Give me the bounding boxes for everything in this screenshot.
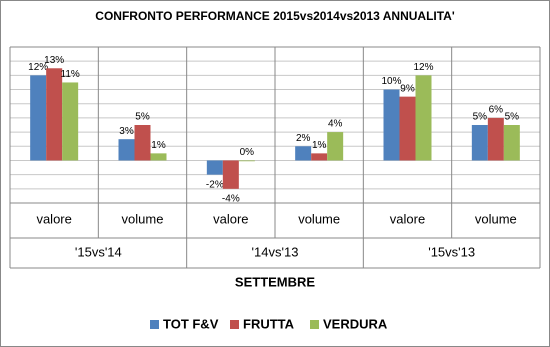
chart-title: CONFRONTO PERFORMANCE 2015vs2014vs2013 A… bbox=[95, 9, 455, 23]
bar bbox=[471, 125, 488, 161]
legend-label: FRUTTA bbox=[243, 316, 295, 331]
data-label: 5% bbox=[473, 112, 488, 123]
legend-swatch bbox=[150, 320, 159, 329]
bar bbox=[295, 146, 312, 161]
bar bbox=[487, 117, 504, 161]
data-label: 5% bbox=[135, 112, 150, 123]
data-label: 5% bbox=[505, 112, 520, 123]
data-label: 6% bbox=[489, 105, 504, 116]
group-label: '14vs'13 bbox=[252, 244, 299, 259]
legend-swatch bbox=[310, 320, 319, 329]
data-label: 4% bbox=[328, 119, 343, 130]
data-label: 12% bbox=[413, 62, 433, 73]
data-label: -4% bbox=[222, 193, 240, 204]
bar bbox=[238, 160, 255, 162]
legend-swatch bbox=[230, 320, 239, 329]
bar bbox=[150, 153, 167, 161]
bar bbox=[327, 132, 344, 161]
bar bbox=[206, 160, 223, 175]
data-label: 1% bbox=[151, 140, 166, 151]
data-label: -2% bbox=[206, 179, 224, 190]
group-label: '15vs'14 bbox=[75, 244, 122, 259]
bar bbox=[62, 82, 79, 161]
data-label: 9% bbox=[400, 83, 415, 94]
bar bbox=[30, 75, 47, 161]
data-label: 3% bbox=[119, 126, 134, 137]
bar bbox=[503, 125, 520, 161]
x-tick-label: valore bbox=[213, 211, 248, 226]
bar bbox=[415, 75, 432, 161]
bar bbox=[311, 153, 328, 161]
data-label: 1% bbox=[312, 140, 327, 151]
data-label: 11% bbox=[61, 69, 80, 80]
legend-label: VERDURA bbox=[323, 316, 388, 331]
x-tick-label: volume bbox=[475, 211, 517, 226]
legend-label: TOT F&V bbox=[163, 316, 219, 331]
bar bbox=[222, 160, 239, 189]
data-label: 0% bbox=[240, 147, 255, 158]
x-tick-label: valore bbox=[36, 211, 71, 226]
bar bbox=[46, 68, 63, 161]
bar bbox=[118, 139, 135, 161]
x-tick-label: volume bbox=[122, 211, 164, 226]
bar bbox=[134, 125, 151, 161]
data-label: 13% bbox=[44, 55, 64, 66]
bar bbox=[383, 89, 400, 161]
group-label: '15vs'13 bbox=[428, 244, 475, 259]
data-label: 2% bbox=[296, 133, 311, 144]
bar bbox=[399, 96, 416, 161]
data-label: 12% bbox=[28, 62, 48, 73]
x-tick-label: valore bbox=[390, 211, 425, 226]
data-label: 10% bbox=[381, 76, 401, 87]
x-tick-label: volume bbox=[298, 211, 340, 226]
x-axis-title: SETTEMBRE bbox=[235, 274, 316, 289]
